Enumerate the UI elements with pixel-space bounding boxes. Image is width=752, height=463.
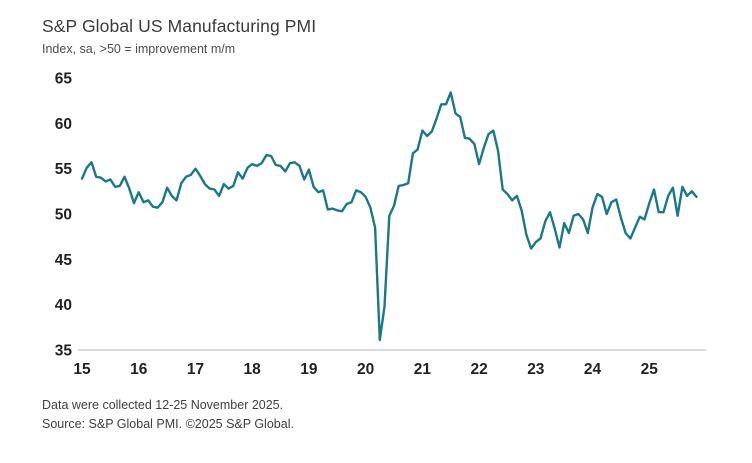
x-tick-label: 18 <box>244 361 262 378</box>
x-tick-label: 25 <box>641 361 659 378</box>
footer-collection-note: Data were collected 12-25 November 2025. <box>42 398 284 412</box>
y-tick-label: 60 <box>55 116 72 133</box>
x-tick-label: 15 <box>73 361 91 378</box>
x-tick-label: 23 <box>527 361 545 378</box>
y-tick-label: 45 <box>55 252 73 269</box>
x-tick-label: 17 <box>187 361 204 378</box>
footer-source-note: Source: S&P Global PMI. ©2025 S&P Global… <box>42 417 294 432</box>
x-tick-label: 22 <box>470 361 487 378</box>
x-tick-label: 20 <box>357 361 374 378</box>
y-tick-label: 40 <box>55 297 72 314</box>
x-tick-label: 19 <box>300 361 318 378</box>
x-tick-label: 21 <box>414 361 432 378</box>
y-tick-label: 65 <box>55 71 73 88</box>
chart-footer: Data were collected 12-25 November 2025.… <box>42 396 732 435</box>
pmi-line-chart: 35 40 45 50 55 60 65 15 16 17 18 19 20 21 22 23 24 25 <box>42 66 722 388</box>
y-tick-label: 35 <box>55 343 73 360</box>
y-tick-label: 50 <box>55 207 72 224</box>
x-tick-label: 16 <box>130 361 148 378</box>
x-tick-label: 24 <box>584 361 602 378</box>
chart-canvas: 35 40 45 50 55 60 65 15 16 17 18 19 20 21 22 23 24 25 <box>55 71 706 378</box>
pmi-series-line <box>80 91 698 342</box>
y-tick-label: 55 <box>55 161 73 178</box>
page-title: S&P Global US Manufacturing PMI <box>42 16 317 36</box>
chart-subtitle: Index, sa, >50 = improvement m/m <box>42 42 236 56</box>
